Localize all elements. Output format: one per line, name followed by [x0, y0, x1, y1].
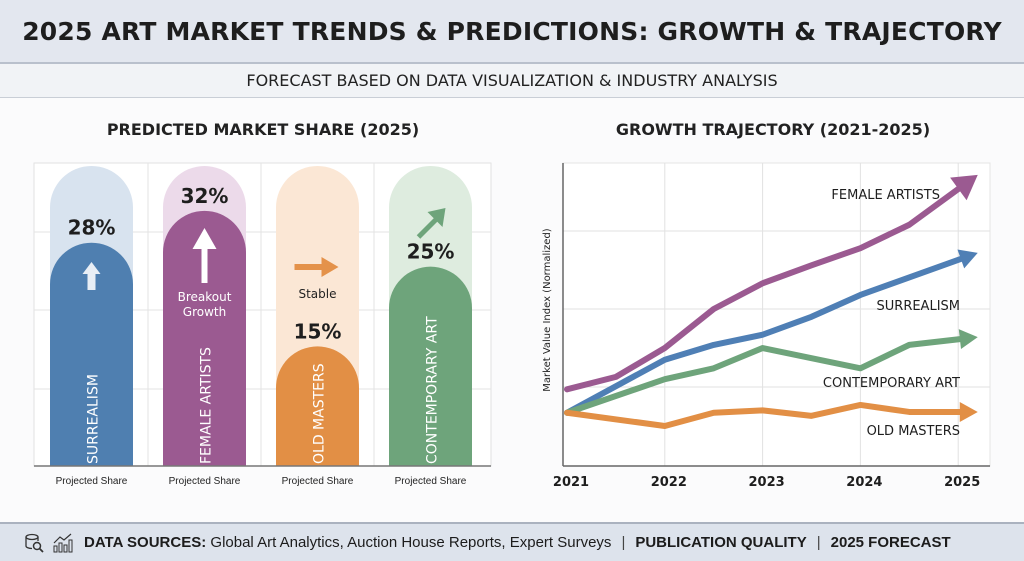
value-label: 32% — [181, 184, 229, 208]
value-label: 25% — [407, 240, 455, 264]
category-label: FEMALE ARTISTS — [199, 347, 215, 464]
series-line-contemporary-art — [564, 336, 963, 416]
subtitle-banner: FORECAST BASED ON DATA VISUALIZATION & I… — [0, 64, 1024, 98]
category-label: CONTEMPORARY ART — [425, 316, 441, 464]
x-axis-label: Projected Share — [169, 476, 241, 487]
x-axis-label: Projected Share — [395, 476, 467, 487]
sources-label: DATA SOURCES: — [84, 534, 207, 551]
page-subtitle: FORECAST BASED ON DATA VISUALIZATION & I… — [246, 71, 778, 90]
series-label: FEMALE ARTISTS — [831, 188, 940, 203]
x-tick-label: 2024 — [846, 475, 882, 490]
diagonal-up-arrow-icon-shaft — [416, 217, 439, 239]
series-label: OLD MASTERS — [867, 424, 960, 439]
annotation-label: Stable — [298, 287, 336, 301]
arrowhead-icon — [957, 249, 978, 269]
bar-chart-trend-icon — [52, 533, 74, 553]
page-title: 2025 ART MARKET TRENDS & PREDICTIONS: GR… — [22, 16, 1002, 46]
bar — [389, 266, 472, 466]
sources-text: Global Art Analytics, Auction House Repo… — [210, 534, 612, 551]
right-arrow-icon — [294, 257, 339, 277]
bar-chart-title: PREDICTED MARKET SHARE (2025) — [106, 120, 420, 139]
x-tick-label: 2022 — [651, 475, 687, 490]
line-chart-title: GROWTH TRAJECTORY (2021-2025) — [615, 120, 931, 139]
x-tick-label: 2025 — [944, 475, 980, 490]
bar — [276, 346, 359, 466]
series-line-surrealism — [564, 255, 964, 416]
category-label: OLD MASTERS — [312, 363, 328, 464]
arrowhead-icon — [959, 401, 978, 422]
separator: | — [621, 534, 626, 551]
big-up-arrow-icon — [192, 228, 217, 283]
database-search-icon — [24, 533, 44, 553]
bar — [163, 210, 246, 466]
value-label: 28% — [68, 216, 116, 240]
series-label: CONTEMPORARY ART — [823, 376, 960, 391]
category-label: SURREALISM — [86, 374, 102, 464]
publication-quality: PUBLICATION QUALITY — [635, 534, 807, 551]
x-axis-label: Projected Share — [282, 476, 354, 487]
annotation-label: Growth — [183, 305, 226, 319]
x-axis-label: Projected Share — [56, 476, 128, 487]
up-arrow-icon — [82, 262, 101, 290]
diagonal-up-arrow-icon — [427, 208, 446, 227]
footer-sources: DATA SOURCES: Global Art Analytics, Auct… — [84, 534, 611, 551]
x-tick-label: 2023 — [749, 475, 785, 490]
y-axis-label: Market Value Index (Normalized) — [542, 228, 553, 392]
title-banner: 2025 ART MARKET TRENDS & PREDICTIONS: GR… — [0, 0, 1024, 64]
series-line-female-artists — [564, 185, 962, 393]
value-label: 15% — [294, 319, 342, 343]
arrowhead-icon — [958, 329, 978, 350]
bar — [50, 242, 133, 466]
forecast-label: 2025 FORECAST — [830, 534, 951, 551]
separator: | — [816, 534, 821, 551]
footer-bar: DATA SOURCES: Global Art Analytics, Auct… — [0, 522, 1024, 561]
arrowhead-icon — [950, 174, 978, 201]
series-label: SURREALISM — [877, 299, 960, 314]
series-line-old-masters — [564, 401, 963, 429]
x-tick-label: 2021 — [553, 475, 589, 490]
line-plot-area — [562, 162, 991, 467]
annotation-label: Breakout — [178, 290, 232, 304]
